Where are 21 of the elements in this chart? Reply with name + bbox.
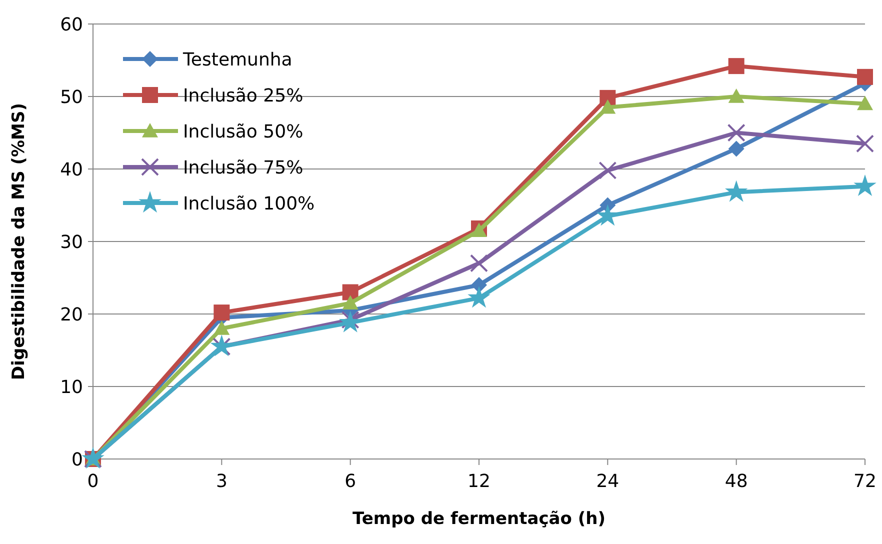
x-tick-label: 3	[216, 471, 228, 492]
legend-label: Inclusão 50%	[183, 121, 304, 142]
y-axis-title: Digestibilidade da MS (%MS)	[9, 103, 29, 380]
x-tick-label: 48	[724, 471, 748, 492]
x-tick-label: 24	[596, 471, 620, 492]
legend-label: Inclusão 100%	[183, 193, 315, 214]
legend-label: Testemunha	[182, 49, 292, 70]
x-tick-label: 72	[854, 471, 876, 492]
y-tick-label: 40	[60, 159, 83, 180]
y-tick-label: 60	[60, 14, 83, 36]
y-tick-label: 30	[60, 232, 83, 253]
y-tick-label: 20	[60, 304, 83, 326]
legend-label: Inclusão 25%	[183, 85, 304, 106]
x-tick-label: 12	[468, 471, 490, 492]
x-axis-title: Tempo de fermentação (h)	[352, 509, 606, 529]
legend-label: Inclusão 75%	[183, 157, 304, 178]
y-tick-label: 0	[72, 449, 83, 470]
y-tick-label: 50	[60, 86, 83, 108]
x-tick-label: 0	[87, 471, 99, 492]
x-tick-label: 6	[344, 471, 356, 492]
y-tick-label: 10	[60, 376, 83, 398]
